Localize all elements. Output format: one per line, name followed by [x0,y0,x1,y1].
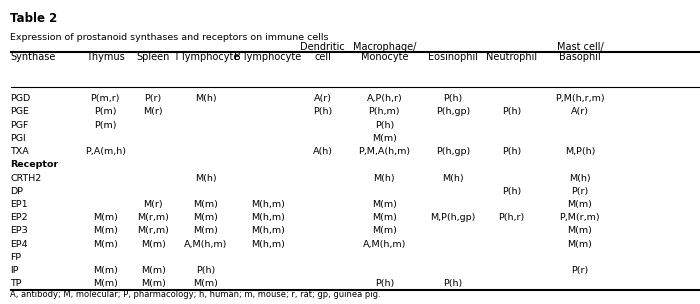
Text: M(m): M(m) [372,213,397,222]
Text: M(m): M(m) [92,279,118,288]
Text: Thymus: Thymus [86,52,125,62]
Text: M(r,m): M(r,m) [137,226,169,235]
Text: M(r): M(r) [144,200,163,209]
Text: Eosinophil: Eosinophil [428,52,478,62]
Text: P(m,r): P(m,r) [90,94,120,103]
Text: M(m): M(m) [141,240,166,249]
Text: A,M(h,m): A,M(h,m) [363,240,406,249]
Text: cell: cell [314,52,331,62]
Text: B lymphocyte: B lymphocyte [234,52,302,62]
Text: Macrophage/: Macrophage/ [353,42,416,52]
Text: P(r): P(r) [571,187,589,196]
Text: DP: DP [10,187,24,196]
Text: M(m): M(m) [92,240,118,249]
Text: PGD: PGD [10,94,31,103]
Text: Receptor: Receptor [10,160,59,169]
Text: M(m): M(m) [141,279,166,288]
Text: P,M,A(h,m): P,M,A(h,m) [358,147,410,156]
Text: A(r): A(r) [571,107,589,116]
Text: P(h,r): P(h,r) [498,213,524,222]
Text: M(m): M(m) [568,200,592,209]
Text: Monocyte: Monocyte [360,52,408,62]
Text: PGF: PGF [10,121,29,130]
Text: P(h,m): P(h,m) [369,107,400,116]
Text: EP2: EP2 [10,213,28,222]
Text: M(m): M(m) [372,226,397,235]
Text: M(h): M(h) [569,174,591,182]
Text: M(m): M(m) [568,226,592,235]
Text: A,M(h,m): A,M(h,m) [184,240,228,249]
Text: CRTH2: CRTH2 [10,174,42,182]
Text: PGI: PGI [10,134,27,143]
Text: A(r): A(r) [314,94,332,103]
Text: A(h): A(h) [313,147,332,156]
Text: P(r): P(r) [145,94,162,103]
Text: M(m): M(m) [141,266,166,275]
Text: M(h,m): M(h,m) [251,226,285,235]
Text: P(h): P(h) [313,107,332,116]
Text: M(m): M(m) [568,240,592,249]
Text: P,M(h,r,m): P,M(h,r,m) [555,94,605,103]
Text: P(r): P(r) [571,266,589,275]
Text: EP1: EP1 [10,200,28,209]
Text: Dendritic: Dendritic [300,42,345,52]
Text: Mast cell/: Mast cell/ [556,42,603,52]
Text: TP: TP [10,279,22,288]
Text: M(m): M(m) [92,213,118,222]
Text: T lymphocyte: T lymphocyte [173,52,239,62]
Text: M(m): M(m) [194,279,218,288]
Text: P(h): P(h) [374,279,394,288]
Text: P(h): P(h) [374,121,394,130]
Text: M(m): M(m) [194,213,218,222]
Text: P(h): P(h) [502,187,521,196]
Text: Spleen: Spleen [136,52,170,62]
Text: P(h,gp): P(h,gp) [436,147,470,156]
Text: FP: FP [10,253,22,262]
Text: M(h,m): M(h,m) [251,213,285,222]
Text: P(h,gp): P(h,gp) [436,107,470,116]
Text: IP: IP [10,266,19,275]
Text: M,P(h,gp): M,P(h,gp) [430,213,476,222]
Text: A, antibody; M, molecular; P, pharmacology; h, human; m, mouse; r, rat; gp, guin: A, antibody; M, molecular; P, pharmacolo… [10,289,381,299]
Text: P(m): P(m) [94,107,116,116]
Text: P(h): P(h) [197,266,216,275]
Text: M,P(h): M,P(h) [565,147,595,156]
Text: P(h): P(h) [443,94,463,103]
Text: Table 2: Table 2 [10,12,57,25]
Text: M(m): M(m) [92,226,118,235]
Text: M(r): M(r) [144,107,163,116]
Text: TXA: TXA [10,147,29,156]
Text: M(h): M(h) [442,174,464,182]
Text: M(r,m): M(r,m) [137,213,169,222]
Text: Basophil: Basophil [559,52,601,62]
Text: EP3: EP3 [10,226,28,235]
Text: M(m): M(m) [194,200,218,209]
Text: P,A(m,h): P,A(m,h) [85,147,126,156]
Text: M(m): M(m) [372,200,397,209]
Text: Expression of prostanoid synthases and receptors on immune cells: Expression of prostanoid synthases and r… [10,33,329,43]
Text: P(h): P(h) [502,147,521,156]
Text: Synthase: Synthase [10,52,56,62]
Text: M(h): M(h) [195,94,217,103]
Text: Neutrophil: Neutrophil [486,52,537,62]
Text: M(m): M(m) [372,134,397,143]
Text: M(h,m): M(h,m) [251,200,285,209]
Text: PGE: PGE [10,107,29,116]
Text: P(h): P(h) [502,107,521,116]
Text: M(m): M(m) [92,266,118,275]
Text: P(m): P(m) [94,121,116,130]
Text: A,P(h,r): A,P(h,r) [367,94,402,103]
Text: P,M(r,m): P,M(r,m) [559,213,600,222]
Text: M(m): M(m) [194,226,218,235]
Text: M(h): M(h) [374,174,395,182]
Text: EP4: EP4 [10,240,28,249]
Text: M(h,m): M(h,m) [251,240,285,249]
Text: M(h): M(h) [195,174,217,182]
Text: P(h): P(h) [443,279,463,288]
